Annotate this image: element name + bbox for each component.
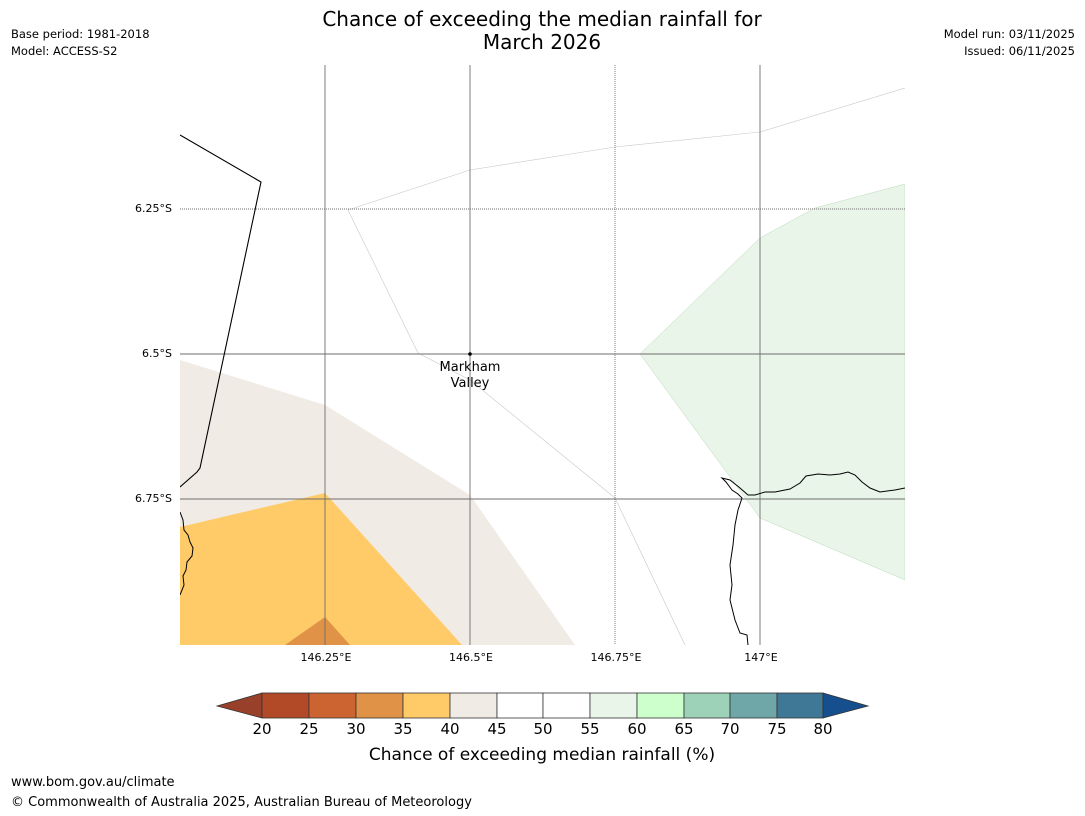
markham-valley-marker <box>468 352 472 356</box>
colorbar-35-40 <box>402 692 451 719</box>
colorbar-70-75 <box>729 692 778 719</box>
issued-text: Issued: 06/11/2025 <box>964 44 1075 58</box>
region-55-60 <box>639 183 905 581</box>
colorbar-25-30 <box>308 692 357 719</box>
colorbar <box>215 692 870 719</box>
map-title-line2: March 2026 <box>482 30 602 54</box>
lon-label-146-75: 146.75°E <box>590 651 642 664</box>
colorbar-tick: 55 <box>580 720 600 738</box>
lon-label-147: 147°E <box>744 651 778 664</box>
place-label-line1: Markham <box>439 360 501 375</box>
lon-label-146-25: 146.25°E <box>300 651 352 664</box>
colorbar-20-25 <box>261 692 310 719</box>
meta-right: Model run: 03/11/2025 Issued: 06/11/2025 <box>944 26 1075 60</box>
border-line <box>180 134 262 488</box>
coastline-east <box>720 471 905 645</box>
colorbar-tick: 70 <box>720 720 740 738</box>
colorbar-tick: 60 <box>627 720 647 738</box>
place-label: Markham Valley <box>410 360 530 392</box>
colorbar-45-50 <box>496 692 544 719</box>
lat-label-6-25: 6.25°S <box>135 202 172 215</box>
lon-label-146-5: 146.5°E <box>449 651 493 664</box>
colorbar-60-65 <box>636 692 685 719</box>
colorbar-65-70 <box>683 692 731 719</box>
map-title-line1: Chance of exceeding the median rainfall … <box>322 7 762 31</box>
coastline-west <box>180 511 194 596</box>
colorbar-40-45 <box>449 692 498 719</box>
colorbar-below-20 <box>215 692 263 719</box>
footer-url: www.bom.gov.au/climate <box>11 775 175 790</box>
colorbar-55-60 <box>589 692 638 719</box>
colorbar-above-80 <box>822 692 870 719</box>
colorbar-50-55 <box>542 692 591 719</box>
region-30-35 <box>285 617 350 645</box>
colorbar-tick: 50 <box>533 720 553 738</box>
colorbar-30-35 <box>355 692 404 719</box>
colorbar-tick: 35 <box>393 720 413 738</box>
lat-label-6-5: 6.5°S <box>142 347 172 360</box>
colorbar-label: Chance of exceeding median rainfall (%) <box>368 745 716 765</box>
lat-label-6-75: 6.75°S <box>135 492 172 505</box>
base-period-text: Base period: 1981-2018 <box>11 27 150 41</box>
colorbar-tick: 25 <box>299 720 319 738</box>
colorbar-tick: 75 <box>767 720 787 738</box>
colorbar-tick: 45 <box>487 720 507 738</box>
model-text: Model: ACCESS-S2 <box>11 44 118 58</box>
colorbar-tick: 30 <box>346 720 366 738</box>
place-label-line2: Valley <box>450 376 490 391</box>
colorbar-tick: 20 <box>252 720 272 738</box>
model-run-text: Model run: 03/11/2025 <box>943 27 1075 41</box>
meta-left: Base period: 1981-2018 Model: ACCESS-S2 <box>11 26 150 60</box>
map-plot-area <box>180 65 905 645</box>
colorbar-tick: 65 <box>674 720 694 738</box>
footer-copyright: © Commonwealth of Australia 2025, Austra… <box>11 795 472 810</box>
map-title: Chance of exceeding the median rainfall … <box>242 8 842 54</box>
colorbar-75-80 <box>776 692 824 719</box>
region-35-40 <box>180 493 462 645</box>
colorbar-tick: 40 <box>440 720 460 738</box>
colorbar-tick: 80 <box>813 720 833 738</box>
